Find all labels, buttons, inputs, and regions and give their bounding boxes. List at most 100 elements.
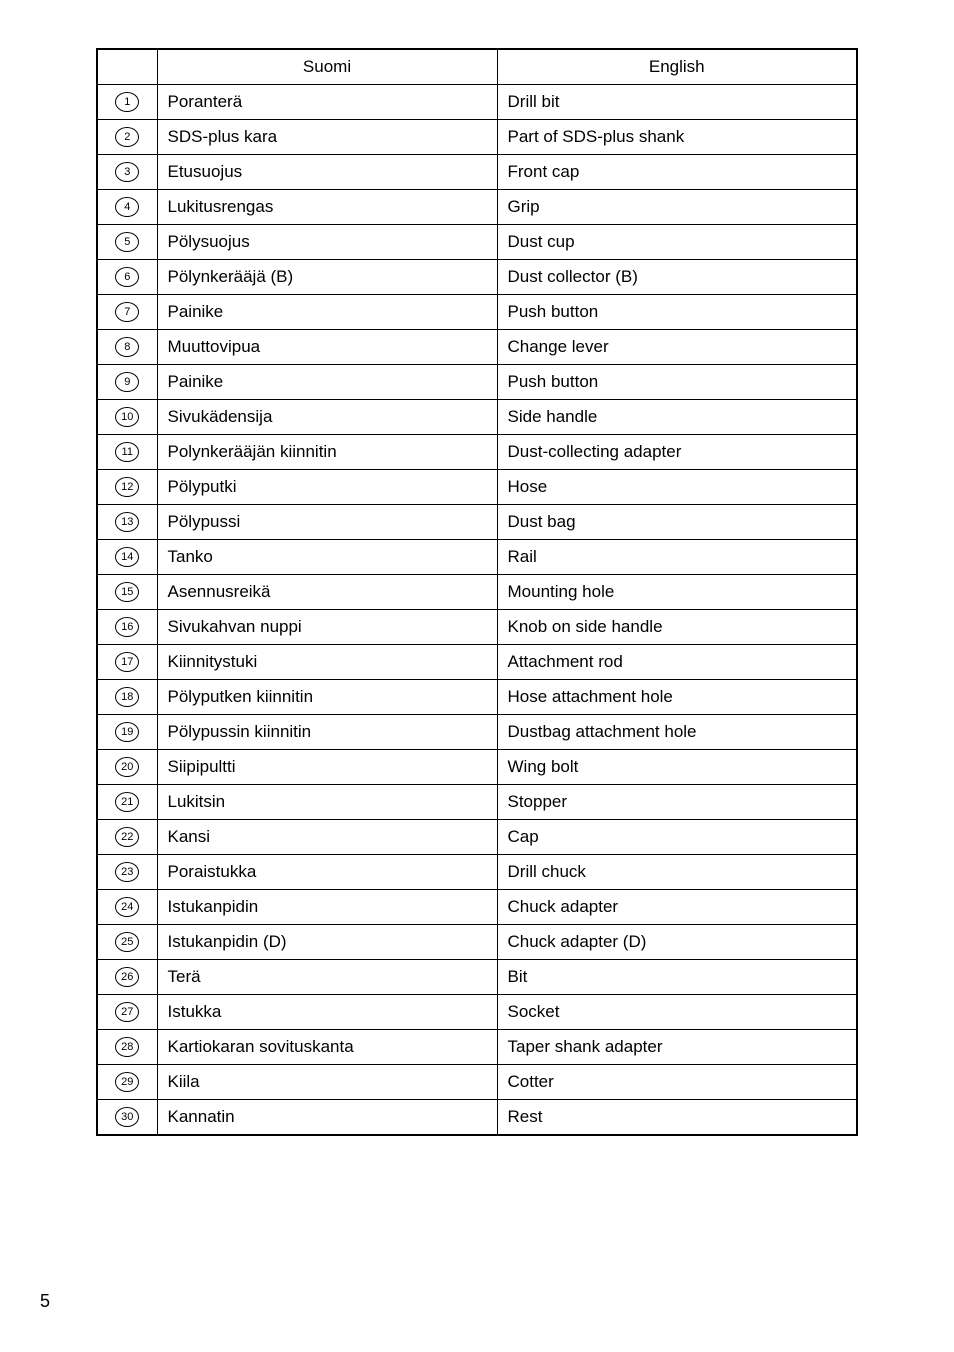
row-number-cell: 20 [97,750,157,785]
circled-number: 8 [115,337,139,357]
circled-number: 20 [115,757,139,777]
suomi-cell: Kannatin [157,1100,497,1136]
english-cell: Rail [497,540,857,575]
row-number-cell: 19 [97,715,157,750]
table-row: 27IstukkaSocket [97,995,857,1030]
circled-number: 2 [115,127,139,147]
circled-number: 29 [115,1072,139,1092]
row-number-cell: 11 [97,435,157,470]
suomi-cell: Asennusreikä [157,575,497,610]
row-number-cell: 6 [97,260,157,295]
english-cell: Chuck adapter (D) [497,925,857,960]
table-row: 24 IstukanpidinChuck adapter [97,890,857,925]
table-row: 13PölypussiDust bag [97,505,857,540]
english-cell: Chuck adapter [497,890,857,925]
suomi-cell: Pölynkerääjä (B) [157,260,497,295]
row-number-cell: 5 [97,225,157,260]
table-row: 15 AsennusreikäMounting hole [97,575,857,610]
suomi-cell: Pölyputken kiinnitin [157,680,497,715]
suomi-cell: Kartiokaran sovituskanta [157,1030,497,1065]
english-cell: Rest [497,1100,857,1136]
suomi-cell: Muuttovipua [157,330,497,365]
english-cell: Side handle [497,400,857,435]
table-row: 12PölyputkiHose [97,470,857,505]
table-row: 22 KansiCap [97,820,857,855]
circled-number: 3 [115,162,139,182]
circled-number: 15 [115,582,139,602]
circled-number: 13 [115,512,139,532]
suomi-cell: Istukanpidin (D) [157,925,497,960]
row-number-cell: 1 [97,85,157,120]
circled-number: 1 [115,92,139,112]
table-row: 20SiipipulttiWing bolt [97,750,857,785]
suomi-cell: Lukitsin [157,785,497,820]
table-row: 2SDS-plus karaPart of SDS-plus shank [97,120,857,155]
english-cell: Push button [497,365,857,400]
english-cell: Mounting hole [497,575,857,610]
circled-number: 21 [115,792,139,812]
table-row: 6Pölynkerääjä (B)Dust collector (B) [97,260,857,295]
english-cell: Bit [497,960,857,995]
english-cell: Hose attachment hole [497,680,857,715]
table-row: 25 Istukanpidin (D)Chuck adapter (D) [97,925,857,960]
table-row: 23PoraistukkaDrill chuck [97,855,857,890]
english-cell: Attachment rod [497,645,857,680]
suomi-cell: Tanko [157,540,497,575]
english-cell: Dust bag [497,505,857,540]
suomi-cell: Lukitusrengas [157,190,497,225]
suomi-cell: SDS-plus kara [157,120,497,155]
row-number-cell: 18 [97,680,157,715]
suomi-cell: Painike [157,295,497,330]
table-row: 28Kartiokaran sovituskantaTaper shank ad… [97,1030,857,1065]
row-number-cell: 17 [97,645,157,680]
row-number-cell: 8 [97,330,157,365]
suomi-cell: Istukanpidin [157,890,497,925]
row-number-cell: 13 [97,505,157,540]
suomi-cell: Kansi [157,820,497,855]
header-num [97,49,157,85]
circled-number: 19 [115,722,139,742]
row-number-cell: 24 [97,890,157,925]
table-row: 30 KannatinRest [97,1100,857,1136]
table-row: 26TeräBit [97,960,857,995]
row-number-cell: 3 [97,155,157,190]
circled-number: 30 [115,1107,139,1127]
suomi-cell: Painike [157,365,497,400]
circled-number: 28 [115,1037,139,1057]
circled-number: 9 [115,372,139,392]
english-cell: Grip [497,190,857,225]
circled-number: 25 [115,932,139,952]
english-cell: Dust cup [497,225,857,260]
table-row: 9 PainikePush button [97,365,857,400]
circled-number: 26 [115,967,139,987]
suomi-cell: Polynkerääjän kiinnitin [157,435,497,470]
english-cell: Front cap [497,155,857,190]
circled-number: 22 [115,827,139,847]
table-row: 16Sivukahvan nuppiKnob on side handle [97,610,857,645]
row-number-cell: 14 [97,540,157,575]
table-row: 19 Pölypussin kiinnitinDustbag attachment… [97,715,857,750]
circled-number: 24 [115,897,139,917]
english-cell: Dustbag attachment hole [497,715,857,750]
row-number-cell: 25 [97,925,157,960]
row-number-cell: 9 [97,365,157,400]
table-row: 29KiilaCotter [97,1065,857,1100]
table-row: 3 EtusuojusFront cap [97,155,857,190]
english-cell: Hose [497,470,857,505]
suomi-cell: Siipipultti [157,750,497,785]
english-cell: Socket [497,995,857,1030]
suomi-cell: Pölysuojus [157,225,497,260]
english-cell: Cap [497,820,857,855]
suomi-cell: Poranterä [157,85,497,120]
suomi-cell: Sivukahvan nuppi [157,610,497,645]
table-row: 14TankoRail [97,540,857,575]
suomi-cell: Pölypussin kiinnitin [157,715,497,750]
table-row: 4LukitusrengasGrip [97,190,857,225]
row-number-cell: 30 [97,1100,157,1136]
page-number: 5 [40,1291,50,1312]
table-row: 5PölysuojusDust cup [97,225,857,260]
english-cell: Stopper [497,785,857,820]
circled-number: 6 [115,267,139,287]
suomi-cell: Etusuojus [157,155,497,190]
row-number-cell: 15 [97,575,157,610]
